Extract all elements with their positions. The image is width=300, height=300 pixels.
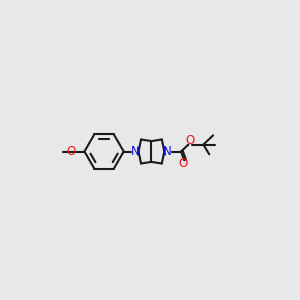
Text: O: O xyxy=(178,157,188,170)
Text: O: O xyxy=(185,134,194,147)
Text: O: O xyxy=(67,145,76,158)
Text: N: N xyxy=(163,145,172,158)
Text: N: N xyxy=(131,145,140,158)
